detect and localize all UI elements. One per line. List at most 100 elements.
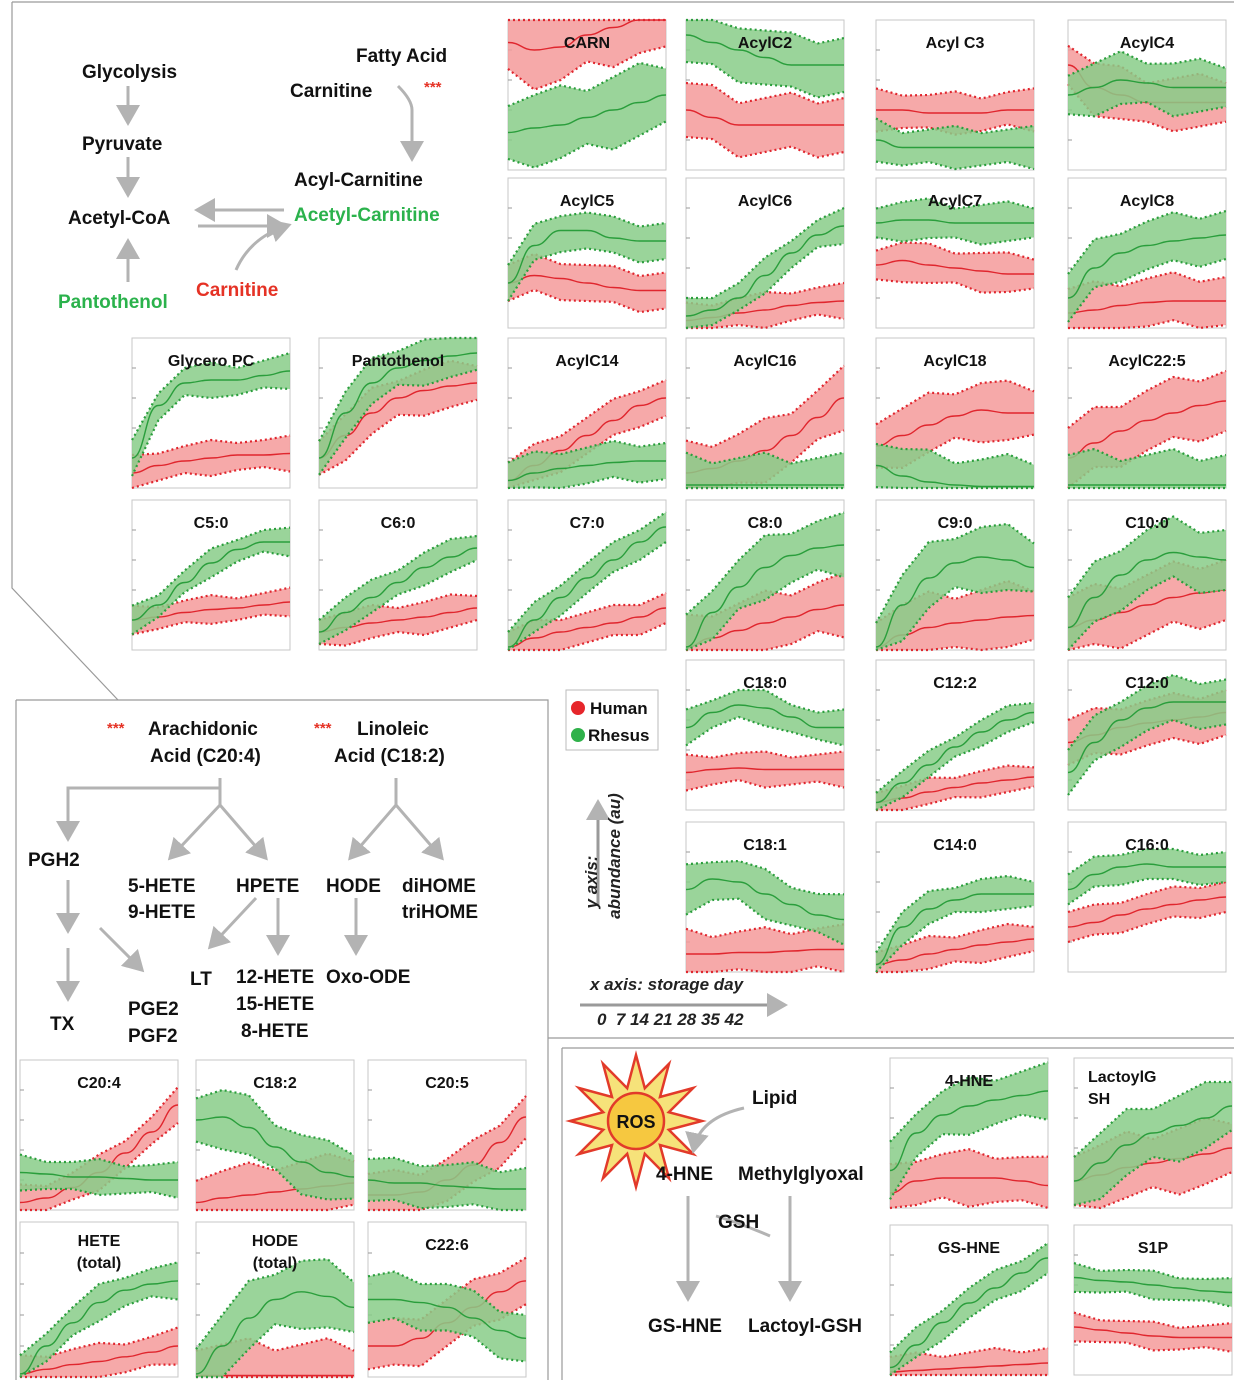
fatty-acid-label: Fatty Acid (356, 46, 447, 67)
rhesus-mean-line (507, 94, 667, 134)
chart-acylc2: AcylC2 (685, 18, 845, 171)
chart-c18-2: C18:2 (195, 1059, 355, 1212)
rhesus-band (686, 512, 844, 650)
human-mean-line (19, 1345, 179, 1375)
rhesus-lower-bound (875, 721, 1035, 811)
lactoyl-gsh-label: Lactoyl-GSH (748, 1316, 862, 1337)
human-upper-bound (685, 81, 845, 105)
rhesus-mean-line (889, 1090, 1049, 1172)
human-mean-line (131, 452, 291, 474)
linoleic-line1: Linoleic (357, 719, 429, 740)
rhesus-mean-line (367, 1298, 527, 1339)
rhesus-lower-bound (318, 558, 478, 645)
chart-title: AcylC4 (1120, 35, 1174, 52)
chart-title: C20:4 (77, 1075, 121, 1092)
rhesus-upper-bound (685, 859, 845, 896)
human-upper-bound (131, 434, 291, 457)
human-upper-bound (1067, 271, 1227, 291)
human-lower-bound (685, 778, 845, 792)
human-band (132, 587, 290, 635)
human-lower-bound (876, 785, 1035, 812)
human-mean-line (875, 259, 1034, 275)
oxo-ode-label: Oxo-ODE (326, 967, 410, 988)
rhesus-lower-bound (367, 1198, 526, 1212)
gs-hne-label: GS-HNE (648, 1316, 722, 1337)
chart-title: C12:2 (933, 675, 977, 692)
rhesus-lower-bound (196, 1323, 355, 1379)
chart-title: C18:2 (253, 1075, 297, 1092)
human-mean-line (685, 767, 844, 774)
rhesus-lower-bound (875, 160, 1035, 171)
human-upper-bound (1073, 1311, 1233, 1330)
rhesus-upper-bound (875, 117, 1035, 135)
chart-c12-2: C12:2 (875, 659, 1035, 812)
human-band (686, 924, 844, 972)
chart-acyl-c3: Acyl C3 (875, 19, 1035, 171)
chart-c20-5: C20:5 (367, 1059, 527, 1212)
chart-title: C9:0 (938, 515, 973, 532)
rhesus-mean-line (875, 464, 1034, 488)
human-upper-bound (685, 750, 845, 759)
arachidonic-line2: Acid (C20:4) (150, 746, 261, 767)
rhesus-mean-line (889, 1257, 1049, 1369)
human-band (1068, 272, 1226, 328)
rhesus-mean-line (195, 1116, 355, 1178)
rhesus-mean-line (318, 547, 478, 633)
carnitine-label: Carnitine (290, 81, 372, 102)
human-upper-bound (507, 378, 667, 464)
human-lower-bound (876, 638, 1035, 652)
rhesus-mean-line (1067, 701, 1226, 774)
arachidonic-stars: *** (107, 720, 125, 737)
rhesus-band (196, 1090, 354, 1200)
rhesus-upper-bound (1067, 49, 1227, 77)
linoleic-line2: Acid (C18:2) (334, 746, 445, 767)
methylglyoxal-label: Methylglyoxal (738, 1164, 864, 1185)
rhesus-band (686, 208, 844, 328)
rhesus-upper-bound (1067, 673, 1227, 751)
carnitine-red-label: Carnitine (196, 280, 278, 301)
rhesus-band (890, 1243, 1048, 1375)
human-lower-bound (1068, 319, 1227, 330)
rhesus-band (1068, 849, 1226, 905)
human-lower-bound (889, 1196, 1049, 1210)
y-axis-note-1: y axis: (582, 856, 601, 910)
rhesus-mean-line (19, 1171, 178, 1181)
rhesus-band (1068, 51, 1226, 117)
y-axis-note-2: abundance (au) (605, 793, 624, 919)
rhesus-lower-bound (875, 486, 1034, 490)
chart-title: C22:6 (425, 1237, 469, 1254)
rhesus-mean-line (131, 541, 290, 621)
rhesus-band (368, 1271, 526, 1362)
acetyl-carnitine-label: Acetyl-Carnitine (294, 205, 440, 226)
human-lower-bound (1067, 429, 1227, 489)
rhesus-lower-bound (1073, 1290, 1233, 1308)
chart-title: AcylC8 (1120, 193, 1174, 210)
rhesus-lower-bound (507, 120, 667, 169)
rhesus-mean-line (1073, 1105, 1233, 1182)
rhesus-band (1074, 1082, 1232, 1205)
chart-title: CARN (564, 35, 610, 52)
rhesus-mean-line (875, 893, 1034, 966)
chart-gs-hne: GS-HNE (889, 1224, 1049, 1377)
rhesus-upper-bound (875, 197, 1035, 210)
chart-c16-0: C16:0 (1067, 821, 1227, 973)
rhesus-mean-line (875, 711, 1035, 804)
rhesus-band (686, 690, 844, 746)
human-lower-bound (685, 135, 845, 159)
rhesus-upper-bound (318, 534, 478, 621)
human-mean-line (1073, 1326, 1232, 1339)
human-lower-bound (875, 278, 1035, 294)
rhesus-band (876, 443, 1034, 488)
pathway-lipid-labels: *** Arachidonic Acid (C20:4) *** Linolei… (28, 719, 478, 1047)
chart-title: C5:0 (194, 515, 229, 532)
x-axis-note: x axis: storage day (589, 975, 745, 994)
human-lower-bound (686, 313, 845, 330)
chart-title: C10:0 (1125, 515, 1169, 532)
human-lower-bound (131, 613, 291, 636)
human-upper-bound (889, 1148, 1049, 1166)
frame-lines (11, 1, 1234, 1380)
human-mean-line (875, 409, 1034, 447)
human-lower-bound (20, 1363, 178, 1379)
rhesus-band (876, 198, 1034, 245)
rhesus-band (508, 512, 666, 650)
